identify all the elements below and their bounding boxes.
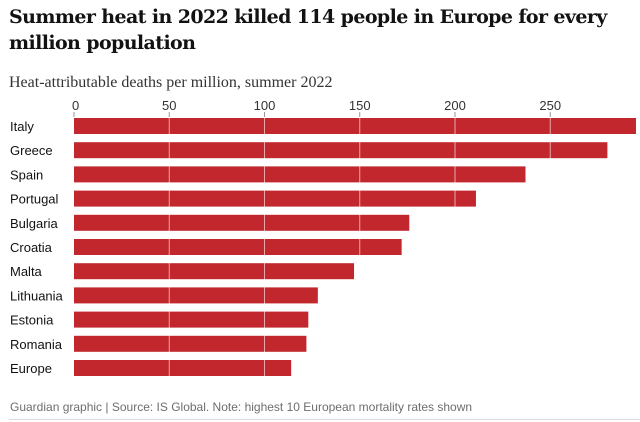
x-tick-label: 0 (72, 98, 79, 113)
chart-title: Summer heat in 2022 killed 114 people in… (9, 6, 607, 54)
bar-romania (74, 335, 307, 352)
bar-chart: 0 50 100 150 200 250 Italy Greece Spain Portugal… (10, 98, 636, 376)
bottom-rule (9, 419, 640, 420)
category-label: Portugal (10, 192, 59, 207)
category-label: Lithuania (10, 288, 64, 303)
bar-greece (74, 142, 608, 159)
category-label: Greece (10, 143, 53, 158)
bar-bulgaria (74, 214, 410, 231)
source-note: Guardian graphic | Source: IS Global. No… (10, 400, 473, 414)
category-label: Bulgaria (10, 216, 58, 231)
x-tick-label: 50 (162, 98, 176, 113)
x-tick-label: 250 (539, 98, 561, 113)
x-tick-label: 150 (349, 98, 371, 113)
bar-europe (74, 360, 292, 376)
bar-italy (74, 118, 636, 134)
category-label: Europe (10, 361, 52, 376)
bar-spain (74, 166, 526, 183)
category-label: Italy (10, 119, 34, 134)
bar-lithuania (74, 287, 318, 304)
bar-portugal (74, 190, 476, 207)
chart-subtitle: Heat-attributable deaths per million, su… (9, 74, 333, 91)
x-tick-label: 100 (254, 98, 276, 113)
bar-malta (74, 263, 355, 280)
category-label: Croatia (10, 240, 53, 255)
bar-estonia (74, 311, 309, 328)
bar-croatia (74, 239, 402, 255)
category-label: Spain (10, 167, 43, 182)
category-label: Romania (10, 337, 63, 352)
category-label: Estonia (10, 313, 54, 328)
category-label: Malta (10, 264, 43, 279)
x-tick-label: 200 (444, 98, 466, 113)
